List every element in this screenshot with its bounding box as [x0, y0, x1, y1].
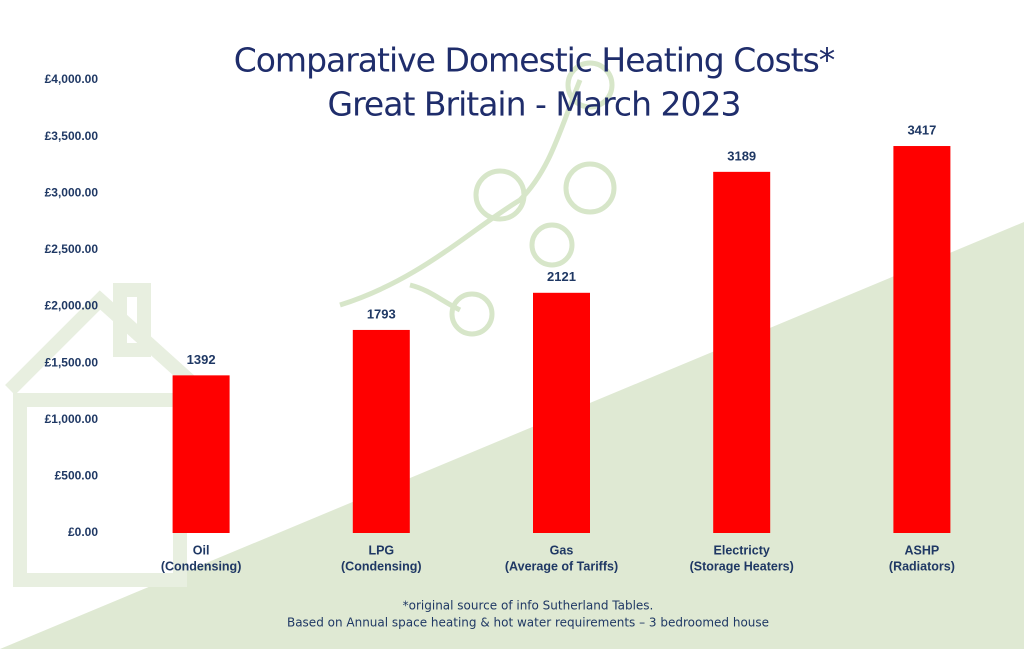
x-tick-label: (Condensing): [161, 559, 242, 573]
value-label: 1793: [367, 306, 396, 321]
x-tick-label: (Storage Heaters): [690, 559, 794, 573]
bar: [352, 329, 410, 533]
value-label: 3417: [907, 122, 936, 137]
x-tick-label: LPG: [368, 543, 394, 557]
x-tick-label: ASHP: [905, 543, 940, 557]
chart-title: Comparative Domestic Heating Costs*: [234, 41, 835, 80]
y-tick-label: £0.00: [68, 525, 98, 539]
y-tick-label: £2,500.00: [45, 242, 99, 256]
value-label: 3189: [727, 148, 756, 163]
y-tick-label: £1,000.00: [45, 412, 99, 426]
chart-subtitle: Great Britain - March 2023: [328, 85, 741, 124]
y-tick-label: £4,000.00: [45, 72, 99, 86]
x-tick-label: (Condensing): [341, 559, 422, 573]
value-label: 1392: [187, 352, 216, 367]
bar: [893, 146, 951, 533]
x-tick-label: (Average of Tariffs): [505, 559, 618, 573]
x-tick-label: (Radiators): [889, 559, 955, 573]
footnote: Based on Annual space heating & hot wate…: [287, 616, 769, 630]
value-label: 2121: [547, 269, 576, 284]
y-tick-label: £500.00: [55, 469, 99, 483]
y-tick-label: £2,000.00: [45, 299, 99, 313]
footnote: *original source of info Sutherland Tabl…: [403, 599, 654, 613]
y-tick-label: £1,500.00: [45, 355, 99, 369]
bar: [713, 171, 771, 533]
y-tick-label: £3,000.00: [45, 185, 99, 199]
y-tick-label: £3,500.00: [45, 129, 99, 143]
x-tick-label: Electricty: [714, 543, 770, 557]
bar: [172, 375, 230, 533]
x-tick-label: Gas: [550, 543, 574, 557]
bar: [533, 292, 590, 533]
x-tick-label: Oil: [193, 543, 210, 557]
